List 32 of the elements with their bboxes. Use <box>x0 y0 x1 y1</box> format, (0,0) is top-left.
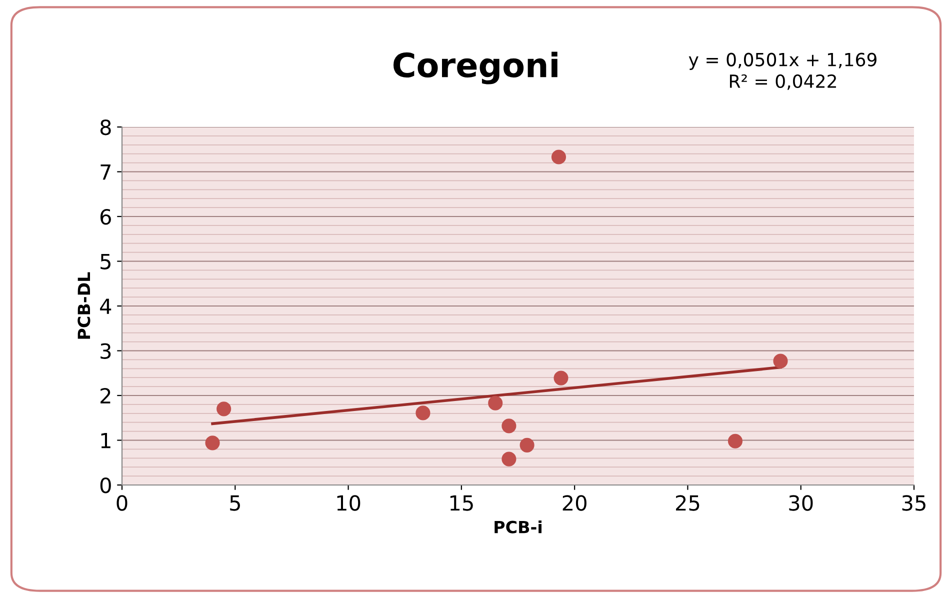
x-tick-label: 25 <box>676 495 700 511</box>
y-tick-label: 6 <box>100 208 111 225</box>
x-tick-label: 0 <box>116 495 128 511</box>
chart-title: Coregoni <box>393 52 558 84</box>
y-tick-label: 7 <box>100 164 110 180</box>
point <box>205 436 220 450</box>
point <box>488 396 503 410</box>
x-tick-label: 15 <box>450 495 473 511</box>
x-tick-label: 5 <box>230 495 240 511</box>
point <box>773 354 788 368</box>
x-tick-label: 10 <box>337 495 360 511</box>
x-tick-label: 30 <box>789 495 813 511</box>
point <box>728 434 743 448</box>
y-tick-label: 4 <box>100 298 112 314</box>
y-tick-label: 0 <box>100 477 111 494</box>
x-tick-label: 20 <box>562 495 586 511</box>
point <box>216 402 232 416</box>
point <box>416 406 430 420</box>
x-tick-label: 35 <box>902 495 926 511</box>
point <box>502 418 516 434</box>
point <box>554 370 568 386</box>
y-tick-label: 8 <box>100 119 111 136</box>
y-tick-label: 2 <box>100 388 110 404</box>
x-axis-title: PCB-i <box>494 520 542 534</box>
y-axis-title: PCB-DL <box>78 272 90 339</box>
point <box>520 438 534 452</box>
text: y = 0,0501x + 1,169 R² = 0,0422 <box>688 52 876 90</box>
point <box>502 452 516 466</box>
y-tick-label: 1 <box>101 432 110 448</box>
y-tick-label: 5 <box>100 254 110 270</box>
point <box>551 150 566 164</box>
y-tick-label: 3 <box>100 343 111 359</box>
